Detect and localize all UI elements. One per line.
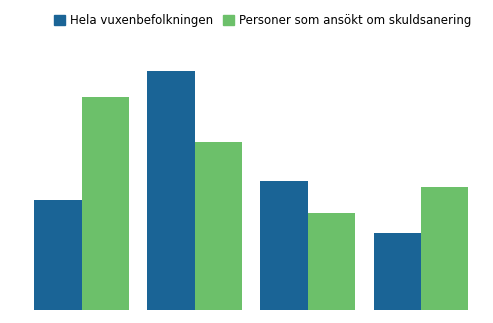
Bar (35, 200, 82, 310)
Bar (195, 142, 243, 310)
Bar (308, 213, 355, 310)
Bar (147, 71, 195, 310)
Bar (421, 187, 468, 310)
Legend: Hela vuxenbefolkningen, Personer som ansökt om skuldsanering: Hela vuxenbefolkningen, Personer som ans… (49, 9, 476, 32)
Bar (374, 233, 421, 310)
Bar (260, 181, 308, 310)
Bar (82, 97, 129, 310)
